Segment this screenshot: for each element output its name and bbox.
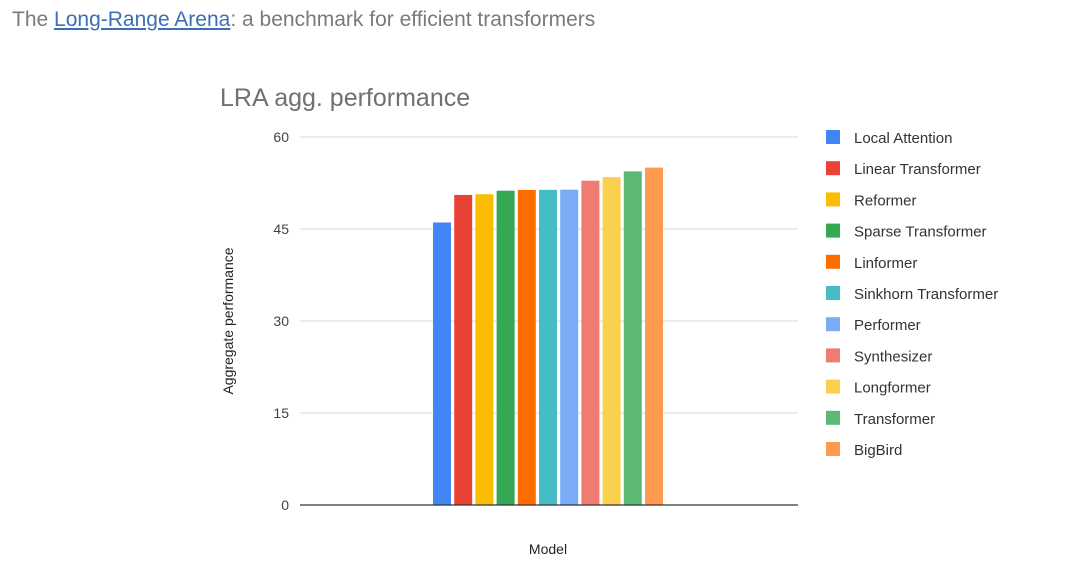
- page-heading: The Long-Range Arena: a benchmark for ef…: [12, 8, 595, 32]
- legend-label-longformer: Longformer: [854, 380, 931, 397]
- bar-sparse-transformer: [496, 190, 515, 505]
- legend-swatch-transformer: [826, 410, 840, 425]
- y-axis-title: Aggregate performance: [220, 247, 236, 394]
- legend-swatch-bigbird: [826, 442, 840, 456]
- y-tick-label-0: 0: [281, 497, 289, 513]
- legend-swatch-reformer: [826, 192, 840, 207]
- legend-swatch-sparse-transformer: [826, 223, 840, 238]
- bar-performer: [560, 189, 579, 505]
- bar-synthesizer: [581, 180, 600, 506]
- x-axis-title: Model: [529, 541, 567, 557]
- legend-label-local-attention: Local Attention: [854, 130, 952, 147]
- chart-title: LRA agg. performance: [220, 84, 470, 112]
- bar-reformer: [475, 194, 494, 505]
- legend-swatch-local-attention: [826, 130, 840, 144]
- legend-label-sparse-transformer: Sparse Transformer: [854, 224, 987, 241]
- legend: Local Attention Linear Transformer Reforme…: [826, 130, 998, 459]
- legend-label-bigbird: BigBird: [854, 442, 902, 459]
- heading-suffix: : a benchmark for efficient transformers: [230, 8, 596, 31]
- legend-label-synthesizer: Synthesizer: [854, 348, 932, 365]
- bar-linear-transformer: [454, 194, 473, 505]
- legend-swatch-synthesizer: [826, 348, 840, 363]
- legend-swatch-longformer: [826, 379, 840, 394]
- y-tick-label-15: 15: [273, 405, 289, 421]
- legend-label-reformer: Reformer: [854, 192, 917, 209]
- legend-swatch-sinkhorn-transformer: [826, 286, 840, 300]
- legend-swatch-linformer: [826, 254, 840, 269]
- legend-label-linformer: Linformer: [854, 255, 917, 272]
- legend-swatch-linear-transformer: [826, 161, 840, 176]
- legend-swatch-performer: [826, 317, 840, 332]
- long-range-arena-link[interactable]: Long-Range Arena: [54, 8, 231, 31]
- bar-bigbird: [645, 167, 663, 505]
- legend-label-performer: Performer: [854, 317, 921, 334]
- bars: [433, 167, 663, 506]
- y-axis-ticks: 0 15 30 45 60: [273, 129, 289, 513]
- y-tick-label-30: 30: [273, 313, 289, 329]
- bar-longformer: [602, 177, 621, 505]
- bar-linformer: [517, 189, 536, 505]
- legend-label-sinkhorn-transformer: Sinkhorn Transformer: [854, 286, 998, 303]
- legend-label-transformer: Transformer: [854, 411, 935, 428]
- bar-sinkhorn-transformer: [539, 189, 557, 506]
- bar-local-attention: [433, 222, 451, 506]
- heading-prefix: The: [12, 8, 55, 31]
- y-tick-label-60: 60: [273, 129, 289, 145]
- y-tick-label-45: 45: [273, 221, 289, 237]
- legend-label-linear-transformer: Linear Transformer: [854, 161, 981, 178]
- bar-transformer: [623, 171, 642, 505]
